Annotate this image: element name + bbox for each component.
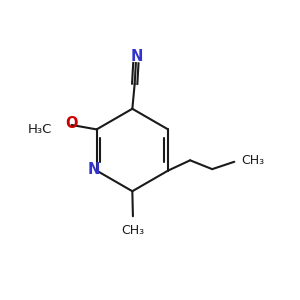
Text: CH₃: CH₃ (122, 224, 145, 237)
Text: O: O (65, 116, 78, 131)
Text: N: N (130, 49, 143, 64)
Text: CH₃: CH₃ (242, 154, 265, 167)
Text: H₃C: H₃C (28, 123, 52, 136)
Text: N: N (88, 162, 100, 177)
